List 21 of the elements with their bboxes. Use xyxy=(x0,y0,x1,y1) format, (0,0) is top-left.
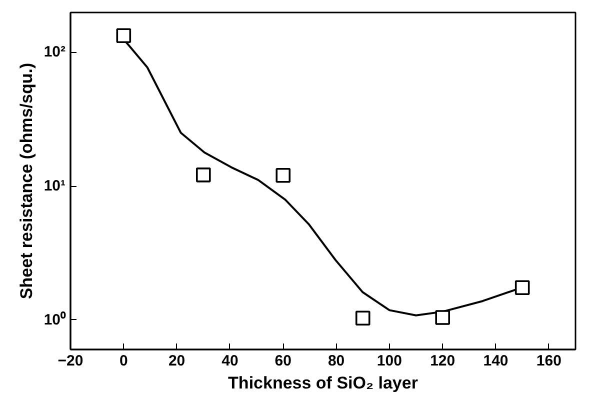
x-tick-label: 40 xyxy=(222,352,238,370)
point xyxy=(276,168,291,183)
x-tick-label: 120 xyxy=(430,352,456,370)
y-tick-label: 10² xyxy=(44,44,66,61)
y-tick-label: 10⁰ xyxy=(44,310,66,328)
point xyxy=(196,168,211,182)
x-tick-label: 20 xyxy=(168,352,186,370)
x-axis-title: Thickness of SiO₂ layer xyxy=(228,374,418,392)
x-tick-label: 140 xyxy=(483,352,508,370)
x-tick-label: 160 xyxy=(536,352,562,370)
point xyxy=(116,28,132,44)
x-tick-label: 100 xyxy=(376,352,402,370)
point xyxy=(355,310,370,326)
y-axis-title: Sheet resistance (ohms/squ.) xyxy=(16,62,36,300)
point xyxy=(435,310,450,325)
x-tick-label: 60 xyxy=(274,352,292,370)
x-tick-label: 0 xyxy=(119,352,128,370)
x-tick-label: −20 xyxy=(58,352,84,370)
y-tick-label: 10¹ xyxy=(44,178,66,195)
x-tick-label: 80 xyxy=(328,352,345,370)
point xyxy=(514,280,530,296)
